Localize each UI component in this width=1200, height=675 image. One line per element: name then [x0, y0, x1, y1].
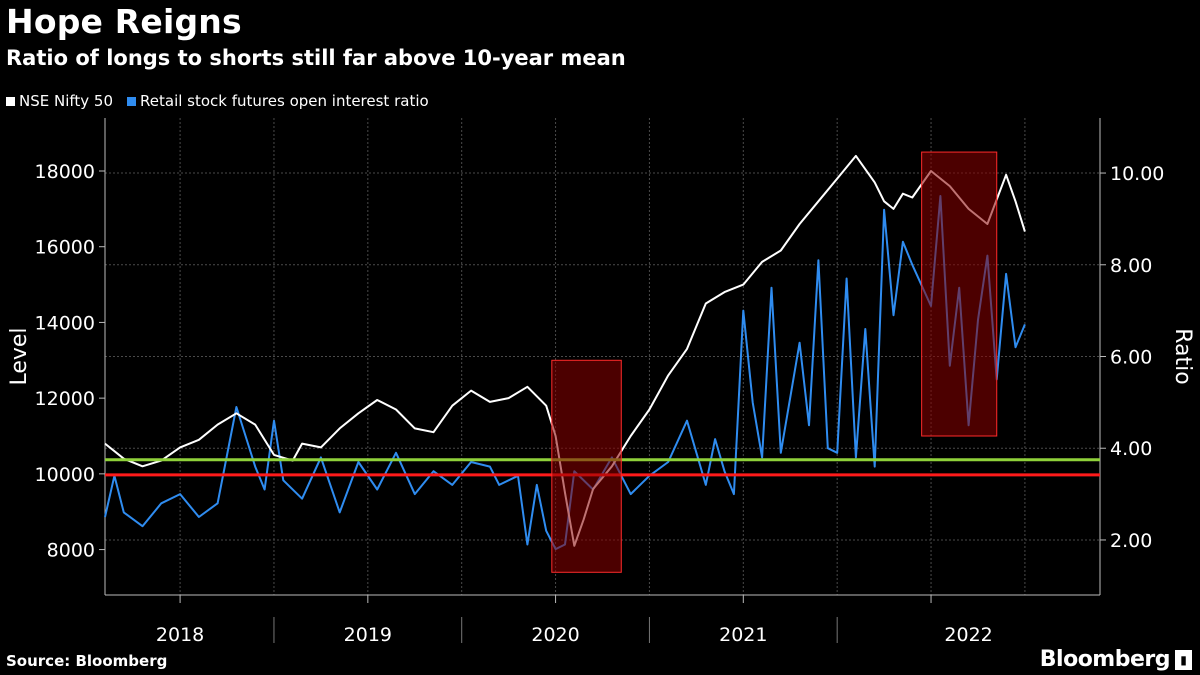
- chart-legend: NSE Nifty 50 Retail stock futures open i…: [6, 92, 429, 110]
- brand-logo: Bloomberg: [1039, 647, 1171, 672]
- left-axis-tick-label: 12000: [35, 388, 95, 410]
- left-axis-tick-label: 14000: [35, 312, 95, 334]
- legend-item-ratio: Retail stock futures open interest ratio: [127, 92, 429, 110]
- left-axis-tick-label: 18000: [35, 161, 95, 183]
- right-axis-tick-label: 6.00: [1110, 347, 1152, 369]
- x-axis-tick-label: 2020: [531, 624, 579, 646]
- right-axis-title: Ratio: [1170, 328, 1195, 384]
- right-axis-tick-label: 10.00: [1110, 163, 1164, 185]
- legend-label-ratio: Retail stock futures open interest ratio: [140, 92, 429, 110]
- legend-label-nifty: NSE Nifty 50: [19, 92, 114, 110]
- legend-swatch-nifty: [6, 96, 15, 106]
- legend-item-nifty: NSE Nifty 50: [6, 92, 113, 110]
- x-axis-tick-label: 2019: [344, 624, 392, 646]
- legend-swatch-ratio: [127, 96, 137, 106]
- chart-subtitle: Ratio of longs to shorts still far above…: [6, 46, 626, 70]
- left-axis-tick-label: 10000: [35, 464, 95, 486]
- right-axis-tick-label: 2.00: [1110, 530, 1152, 552]
- right-axis-tick-label: 8.00: [1110, 255, 1152, 277]
- chart-title: Hope Reigns: [6, 2, 242, 41]
- highlight-region-1: [551, 359, 622, 573]
- left-axis-title: Level: [7, 327, 32, 385]
- x-axis-tick-label: 2018: [156, 624, 204, 646]
- source-note: Source: Bloomberg: [6, 652, 168, 670]
- left-axis-tick-label: 8000: [47, 540, 95, 562]
- highlight-region-2: [921, 151, 998, 437]
- right-axis-tick-label: 4.00: [1110, 438, 1152, 460]
- x-axis-tick-label: 2021: [719, 624, 767, 646]
- left-axis-tick-label: 16000: [35, 237, 95, 259]
- bloomberg-terminal-icon: ▮: [1175, 650, 1192, 670]
- x-axis-tick-label: 2022: [944, 624, 992, 646]
